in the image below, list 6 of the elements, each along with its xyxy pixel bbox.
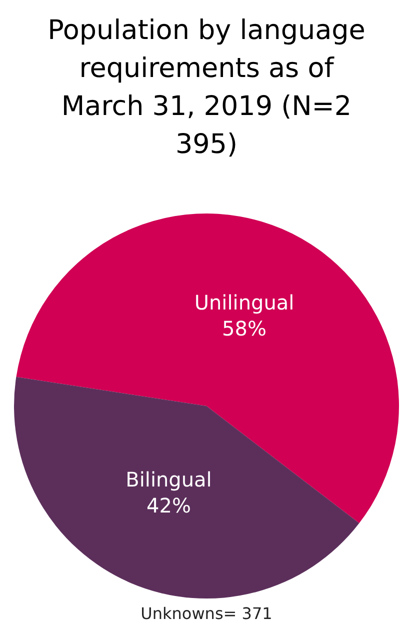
data-label: 58% <box>222 316 266 341</box>
chart-title: Population by language requirements as of March 31, 2019 (N=2 395) <box>46 14 366 162</box>
slice-label: Unilingual <box>194 290 294 315</box>
data-label: 42% <box>146 494 191 518</box>
slice-label: Bilingual <box>126 468 212 492</box>
text: Unknowns= 371 <box>140 604 274 623</box>
